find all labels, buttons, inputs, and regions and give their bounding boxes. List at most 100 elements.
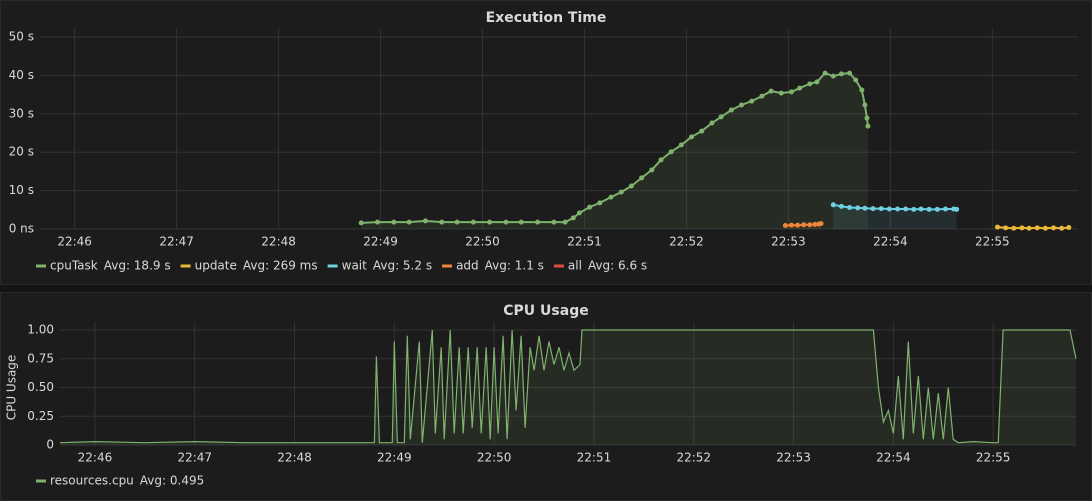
area-fill <box>361 73 868 229</box>
legend-label: resources.cpu <box>50 474 134 488</box>
y-tick-label: 0.25 <box>27 409 54 423</box>
y-tick-label: 0 ns <box>9 222 34 236</box>
data-point <box>788 89 794 95</box>
data-point <box>768 88 774 94</box>
data-point <box>847 204 853 210</box>
data-point <box>587 204 593 210</box>
area-fill <box>833 204 957 229</box>
legend-value: Avg: 0.495 <box>140 474 204 488</box>
data-point <box>1011 225 1017 231</box>
y-axis-label: CPU Usage <box>5 355 19 421</box>
data-point <box>886 206 892 212</box>
data-point <box>759 93 765 99</box>
y-tick-label: 1.00 <box>27 323 54 337</box>
panel <box>0 0 1092 285</box>
data-point <box>807 222 813 228</box>
data-point <box>853 77 859 83</box>
x-tick-label: 22:47 <box>177 451 212 465</box>
legend-label: cpuTask <box>50 259 98 273</box>
data-point <box>689 134 695 140</box>
data-point <box>795 222 801 228</box>
data-point <box>749 98 755 104</box>
chart-title: Execution Time <box>486 10 607 26</box>
data-point <box>918 206 924 212</box>
data-point <box>570 215 576 221</box>
data-point <box>1051 225 1057 231</box>
data-point <box>782 223 788 229</box>
data-point <box>801 222 807 228</box>
y-tick-label: 10 s <box>9 183 34 197</box>
data-point <box>422 218 428 224</box>
x-tick-label: 22:52 <box>676 451 711 465</box>
data-point <box>470 219 476 225</box>
data-point <box>518 219 524 225</box>
data-point <box>895 206 901 212</box>
data-point <box>739 102 745 108</box>
data-point <box>678 142 684 148</box>
data-point <box>454 219 460 225</box>
data-point <box>358 220 364 226</box>
data-point <box>658 157 664 163</box>
y-tick-label: 0.75 <box>27 351 54 365</box>
data-point <box>864 115 870 121</box>
series-line <box>997 226 1069 230</box>
data-point <box>699 128 705 134</box>
x-tick-label: 22:53 <box>776 451 811 465</box>
data-point <box>778 90 784 96</box>
data-point <box>830 73 836 79</box>
data-point <box>628 183 634 189</box>
data-point <box>576 210 582 216</box>
legend-value: Avg: 18.9 s <box>104 259 171 273</box>
data-point <box>608 194 614 200</box>
data-point <box>807 81 813 87</box>
data-point <box>618 189 624 195</box>
data-point <box>709 120 715 126</box>
data-point <box>668 149 674 155</box>
data-point <box>855 205 861 211</box>
legend-label: update <box>195 259 237 273</box>
data-point <box>1026 225 1032 231</box>
x-tick-label: 22:46 <box>57 235 92 249</box>
data-point <box>812 221 818 227</box>
x-tick-label: 22:49 <box>377 451 412 465</box>
data-point <box>639 175 645 181</box>
data-point <box>1066 224 1072 230</box>
data-point <box>814 79 820 85</box>
data-point <box>1019 225 1025 231</box>
data-point <box>926 206 932 212</box>
x-tick-label: 22:46 <box>78 451 113 465</box>
x-tick-label: 22:50 <box>465 235 500 249</box>
data-point <box>822 70 828 76</box>
data-point <box>838 71 844 77</box>
data-point <box>954 206 960 212</box>
x-tick-label: 22:49 <box>363 235 398 249</box>
data-point <box>391 219 397 225</box>
panel <box>0 292 1092 501</box>
y-tick-label: 30 s <box>9 106 34 120</box>
data-point <box>1042 225 1048 231</box>
data-point <box>551 219 557 225</box>
legend-value: Avg: 1.1 s <box>485 259 544 273</box>
x-tick-label: 22:50 <box>477 451 512 465</box>
data-point <box>503 219 509 225</box>
data-point <box>406 219 412 225</box>
area-fill <box>60 330 1076 445</box>
y-tick-label: 50 s <box>9 30 34 44</box>
data-point <box>797 85 803 91</box>
data-point <box>818 221 824 227</box>
x-tick-label: 22:55 <box>975 235 1010 249</box>
data-point <box>942 206 948 212</box>
legend-label: all <box>568 259 582 273</box>
legend-value: Avg: 5.2 s <box>373 259 432 273</box>
data-point <box>375 219 381 225</box>
data-point <box>878 206 884 212</box>
data-point <box>830 202 836 208</box>
data-point <box>439 219 445 225</box>
y-tick-label: 40 s <box>9 68 34 82</box>
series-line <box>59 329 1077 444</box>
x-tick-label: 22:54 <box>873 235 908 249</box>
y-tick-label: 20 s <box>9 145 34 159</box>
x-tick-label: 22:47 <box>159 235 194 249</box>
data-point <box>862 102 868 108</box>
